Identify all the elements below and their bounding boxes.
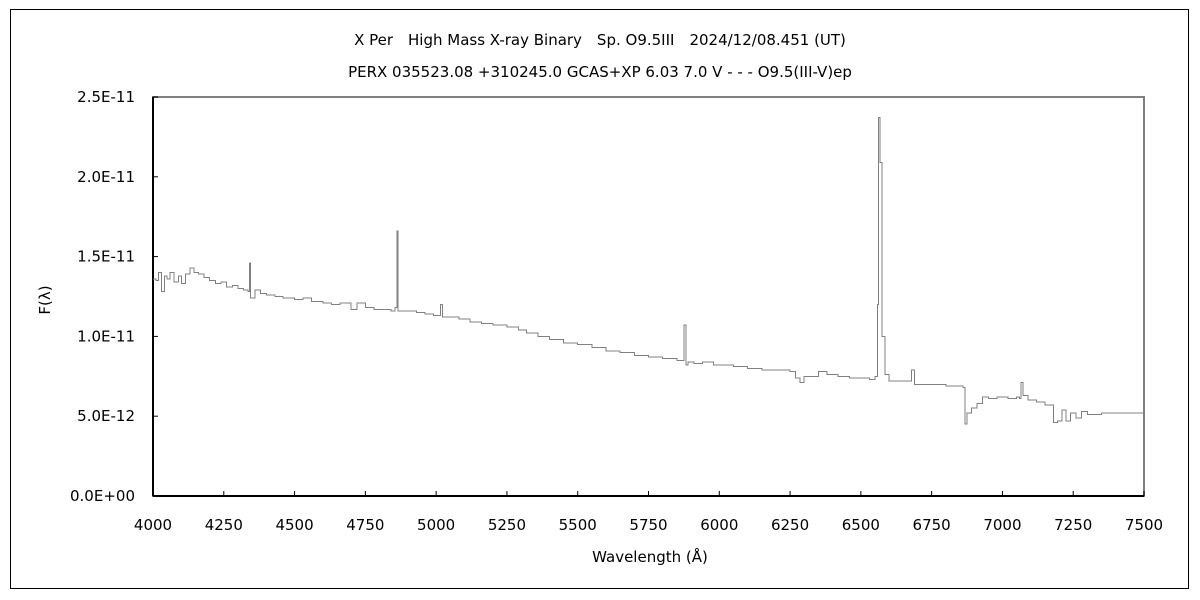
x-tick-label: 7250: [1054, 516, 1092, 534]
x-tick-label: 5000: [417, 516, 455, 534]
y-tick-label: 2.0E-11: [77, 168, 135, 186]
x-tick-label: 5250: [488, 516, 526, 534]
chart-title: X Per High Mass X-ray Binary Sp. O9.5III…: [354, 31, 846, 49]
x-tick-label: 4250: [205, 516, 243, 534]
x-tick-label: 6250: [771, 516, 809, 534]
spectrum-line: [153, 117, 1145, 425]
chart-subtitle: PERX 035523.08 +310245.0 GCAS+XP 6.03 7.…: [348, 63, 852, 81]
x-tick-label: 7000: [983, 516, 1021, 534]
chart-frame: [10, 9, 1189, 589]
x-tick-label: 6500: [842, 516, 880, 534]
y-tick-label: 2.5E-11: [77, 88, 135, 106]
y-tick-label: 5.0E-12: [77, 407, 135, 425]
x-axis-label: Wavelength (Å): [592, 547, 708, 566]
y-tick-label: 1.5E-11: [77, 248, 135, 266]
plot-area: [152, 96, 1145, 497]
x-tick-label: 4750: [346, 516, 384, 534]
x-tick-label: 4500: [275, 516, 313, 534]
x-tick-label: 5750: [629, 516, 667, 534]
y-tick-label: 0.0E+00: [70, 487, 135, 505]
x-tick-label: 6750: [913, 516, 951, 534]
y-tick-label: 1.0E-11: [77, 327, 135, 345]
x-tick-label: 6000: [700, 516, 738, 534]
x-tick-label: 7500: [1125, 516, 1163, 534]
y-axis-label: F(λ): [36, 285, 54, 314]
x-tick-label: 4000: [134, 516, 172, 534]
x-tick-label: 5500: [559, 516, 597, 534]
